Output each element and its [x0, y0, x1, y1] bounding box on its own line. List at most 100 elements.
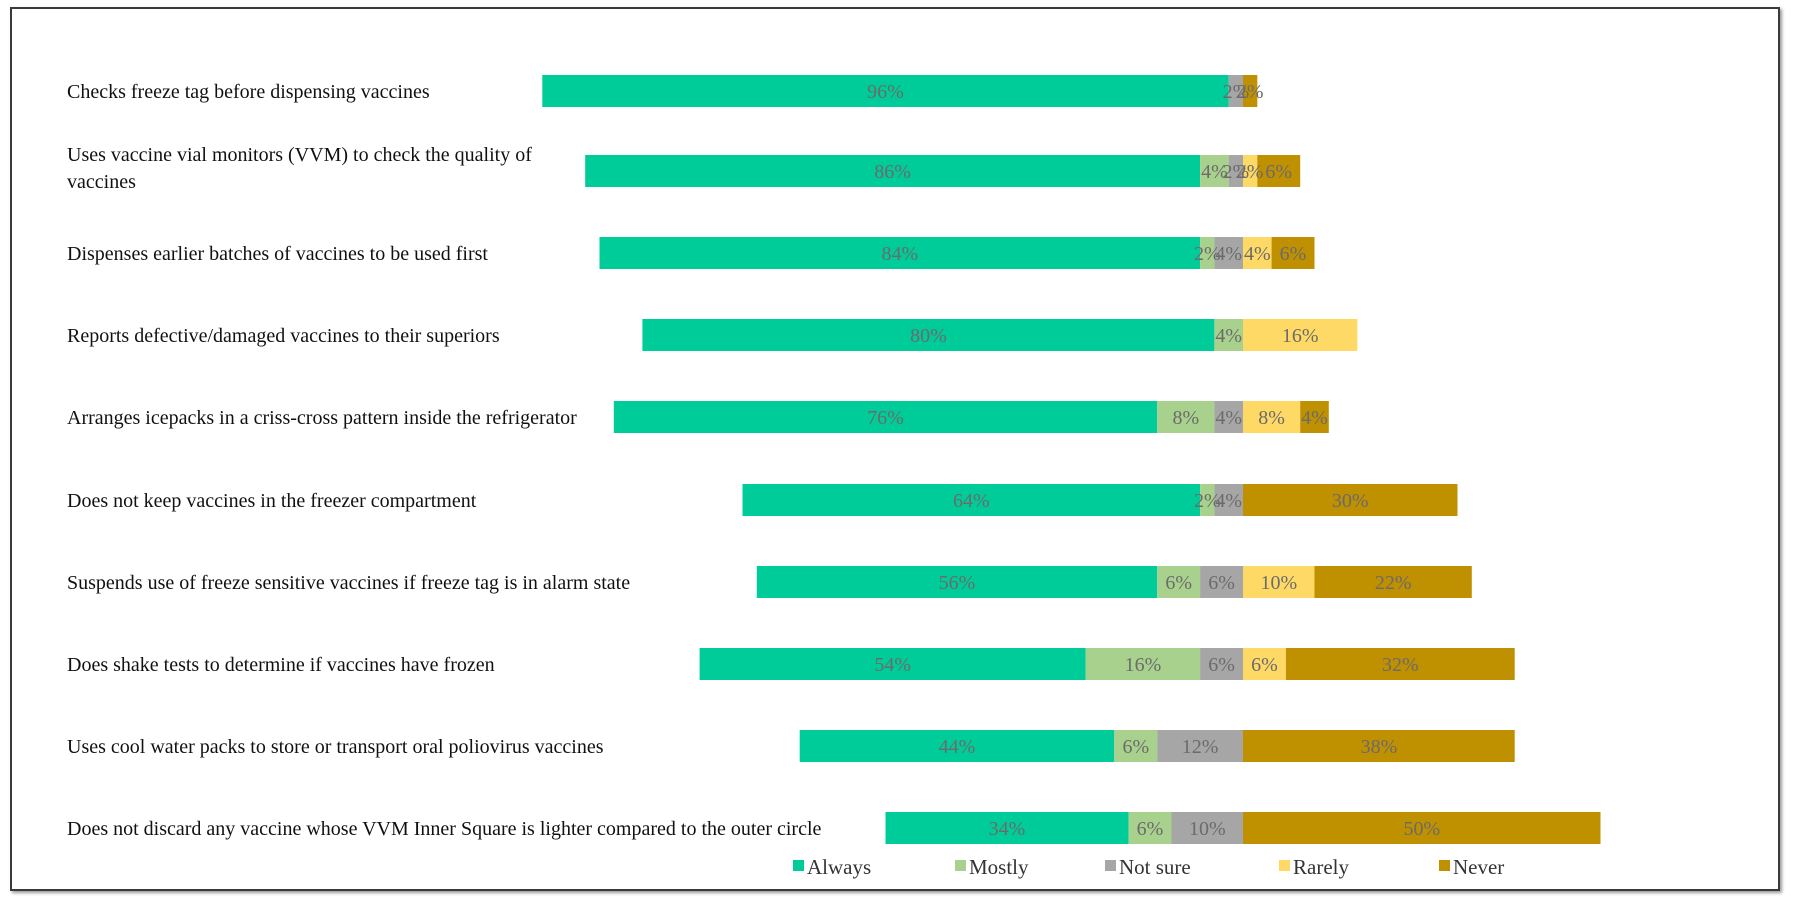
data-label: 6%	[1280, 243, 1307, 265]
bar-segment-never	[1243, 75, 1258, 107]
bar-segment-rarely	[1243, 319, 1358, 351]
data-label: 76%	[867, 407, 904, 429]
data-label: 6%	[1137, 818, 1164, 840]
bar-segment-always	[613, 401, 1158, 433]
category-label: Does not discard any vaccine whose VVM I…	[67, 818, 822, 840]
chart-frame: Checks freeze tag before dispensing vacc…	[10, 7, 1780, 891]
bar-segment-mostly	[1200, 484, 1215, 516]
bar-segment-never	[1243, 730, 1515, 762]
bar-segment-mostly	[1114, 730, 1158, 762]
data-label: 8%	[1258, 407, 1285, 429]
bar-segment-not-sure	[1171, 812, 1243, 844]
data-label: 4%	[1244, 243, 1271, 265]
bar-segment-always	[642, 319, 1215, 351]
stacked-bar-chart: Checks freeze tag before dispensing vacc…	[67, 75, 1601, 879]
data-label: 16%	[1125, 654, 1162, 676]
legend-swatch	[1279, 860, 1290, 871]
data-label: 2%	[1237, 81, 1264, 103]
data-label: 2%	[1237, 161, 1264, 183]
data-label: 2%	[1194, 490, 1221, 512]
legend-label: Never	[1453, 855, 1504, 879]
bar-segment-always	[599, 237, 1201, 269]
data-label: 80%	[910, 325, 947, 347]
data-label: 6%	[1165, 572, 1192, 594]
data-label: 2%	[1223, 81, 1250, 103]
bars	[542, 75, 1601, 844]
data-label: 44%	[939, 736, 976, 758]
data-label: 6%	[1208, 572, 1235, 594]
bar-segment-never	[1300, 401, 1329, 433]
bar-segment-not-sure	[1214, 484, 1243, 516]
data-label: 86%	[874, 161, 911, 183]
data-label: 8%	[1172, 407, 1199, 429]
category-label: Suspends use of freeze sensitive vaccine…	[67, 572, 630, 594]
data-labels: 96% 2%2%86% 4%2%2% 6%84% 2%4% 4% 6%80% 4% 16%76%…	[867, 81, 1440, 840]
bar-segment-mostly	[1214, 319, 1243, 351]
bar-segment-rarely	[1243, 401, 1301, 433]
bar-segment-not-sure	[1214, 401, 1243, 433]
legend-swatch	[793, 860, 804, 871]
bar-segment-mostly	[1128, 812, 1172, 844]
legend: Always Mostly Not sure Rarely Never	[793, 855, 1504, 879]
data-label: 22%	[1375, 572, 1412, 594]
category-label: Uses cool water packs to store or transp…	[67, 736, 604, 758]
bar-segment-always	[756, 566, 1158, 598]
category-label: Checks freeze tag before dispensing vacc…	[67, 81, 430, 103]
bar-segment-rarely	[1243, 566, 1315, 598]
bar-segment-always	[542, 75, 1229, 107]
bar-segment-not-sure	[1200, 648, 1243, 680]
bar-segment-always	[699, 648, 1086, 680]
legend-swatch	[1439, 860, 1450, 871]
data-label: 6%	[1208, 654, 1235, 676]
data-label: 96%	[867, 81, 904, 103]
data-label: 30%	[1332, 490, 1369, 512]
legend-swatch	[955, 860, 966, 871]
data-label: 38%	[1361, 736, 1398, 758]
legend-label: Mostly	[969, 855, 1029, 879]
data-label: 34%	[989, 818, 1026, 840]
legend-swatch	[1105, 860, 1116, 871]
data-label: 54%	[874, 654, 911, 676]
bar-segment-never	[1243, 812, 1601, 844]
legend-label: Rarely	[1293, 855, 1349, 879]
bar-segment-always	[742, 484, 1201, 516]
category-labels: Checks freeze tag before dispensing vacc…	[67, 81, 822, 840]
data-label: 4%	[1215, 325, 1242, 347]
category-label: Arranges icepacks in a criss-cross patte…	[67, 407, 577, 429]
data-label: 4%	[1215, 490, 1242, 512]
bar-segment-rarely	[1243, 648, 1286, 680]
bar-segment-mostly	[1157, 566, 1201, 598]
bar-segment-always	[885, 812, 1129, 844]
data-label: 4%	[1215, 243, 1242, 265]
bar-segment-always	[585, 155, 1201, 187]
data-label: 4%	[1201, 161, 1228, 183]
bar-segment-not-sure	[1200, 566, 1243, 598]
legend-label: Not sure	[1119, 855, 1191, 879]
data-label: 64%	[953, 490, 990, 512]
bar-segment-mostly	[1200, 155, 1229, 187]
category-label: Dispenses earlier batches of vaccines to…	[67, 243, 488, 265]
bar-segment-rarely	[1243, 237, 1272, 269]
data-label: 2%	[1194, 243, 1221, 265]
bar-segment-never	[1257, 155, 1301, 187]
bar-segment-not-sure	[1214, 237, 1243, 269]
bar-segment-never	[1285, 648, 1515, 680]
bar-segment-mostly	[1200, 237, 1215, 269]
data-label: 4%	[1301, 407, 1328, 429]
legend-label: Always	[807, 855, 871, 879]
bar-segment-rarely	[1243, 155, 1258, 187]
bar-segment-not-sure	[1228, 155, 1243, 187]
bar-segment-never	[1314, 566, 1472, 598]
data-label: 6%	[1251, 654, 1278, 676]
data-label: 4%	[1215, 407, 1242, 429]
bar-segment-not-sure	[1228, 75, 1243, 107]
category-label: Reports defective/damaged vaccines to th…	[67, 325, 500, 347]
data-label: 56%	[939, 572, 976, 594]
data-label: 50%	[1403, 818, 1440, 840]
data-label: 12%	[1182, 736, 1219, 758]
data-label: 84%	[881, 243, 918, 265]
bar-segment-not-sure	[1157, 730, 1243, 762]
category-label: Does shake tests to determine if vaccine…	[67, 654, 495, 676]
bar-segment-mostly	[1085, 648, 1201, 680]
data-label: 10%	[1260, 572, 1297, 594]
